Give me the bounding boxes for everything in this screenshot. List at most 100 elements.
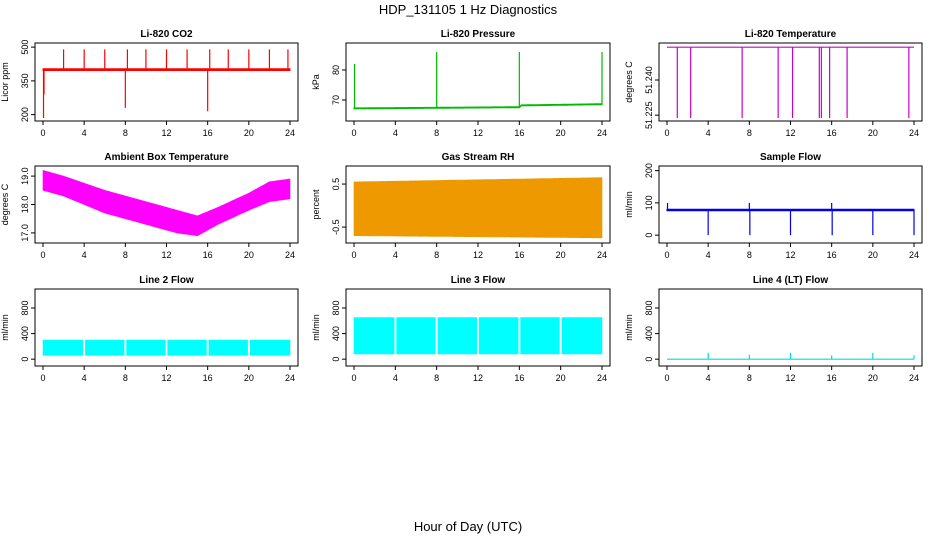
x-tick-label: 24 <box>909 128 919 138</box>
series-group <box>353 52 603 110</box>
x-tick-label: 4 <box>82 250 87 260</box>
series-group <box>667 46 914 118</box>
y-axis-label: kPa <box>311 74 321 90</box>
x-tick-label: 24 <box>285 128 295 138</box>
x-tick-label: 20 <box>868 128 878 138</box>
chart-panel: Li-820 Pressure 0 4 8 12 16 20 24 70 80 kPa <box>311 29 611 138</box>
series-group <box>42 339 291 356</box>
x-tick-label: 24 <box>597 373 607 383</box>
x-tick-label: 24 <box>597 250 607 260</box>
y-tick-label: 400 <box>20 326 30 341</box>
y-tick-label: 0 <box>331 357 341 362</box>
y-tick-label: 350 <box>20 73 30 88</box>
x-tick-label: 12 <box>161 128 171 138</box>
x-tick-label: 0 <box>664 373 669 383</box>
y-tick-label: 0 <box>644 357 654 362</box>
y-axis-label: percent <box>311 189 321 220</box>
x-tick-label: 4 <box>706 250 711 260</box>
y-tick-label: 0.5 <box>331 178 341 191</box>
x-tick-label: 8 <box>747 128 752 138</box>
x-tick-label: 0 <box>664 250 669 260</box>
x-tick-label: 12 <box>785 128 795 138</box>
x-tick-label: 4 <box>706 373 711 383</box>
panel-title: Line 3 Flow <box>451 275 506 286</box>
x-tick-label: 16 <box>203 250 213 260</box>
panel-title: Li-820 Pressure <box>441 29 516 40</box>
series-group <box>667 352 915 360</box>
x-tick-label: 4 <box>393 250 398 260</box>
x-tick-label: 12 <box>785 373 795 383</box>
y-tick-label: 400 <box>644 326 654 341</box>
panel-title: Line 4 (LT) Flow <box>753 275 829 286</box>
x-tick-label: 16 <box>827 373 837 383</box>
x-tick-label: 20 <box>244 128 254 138</box>
x-tick-label: 16 <box>203 128 213 138</box>
series-group <box>42 49 291 118</box>
x-tick-label: 8 <box>747 373 752 383</box>
x-tick-label: 20 <box>556 373 566 383</box>
series-group <box>42 169 291 237</box>
x-tick-label: 16 <box>203 373 213 383</box>
x-tick-label: 16 <box>827 250 837 260</box>
panel-title: Gas Stream RH <box>442 152 515 163</box>
x-tick-label: 16 <box>514 250 524 260</box>
x-tick-label: 20 <box>244 250 254 260</box>
y-tick-label: 51.240 <box>644 66 654 94</box>
chart-panel: Li-820 Temperature 0 4 8 12 16 20 24 51.225 51.24… <box>624 29 923 138</box>
y-axis-label: degrees C <box>624 61 634 103</box>
y-axis-label: ml/min <box>624 191 634 218</box>
y-axis-label: ml/min <box>624 314 634 341</box>
series-band <box>42 339 291 356</box>
x-tick-label: 4 <box>82 128 87 138</box>
x-tick-label: 4 <box>82 373 87 383</box>
y-tick-label: 17.0 <box>20 224 30 242</box>
x-tick-label: 12 <box>473 128 483 138</box>
series-group <box>666 202 915 236</box>
x-tick-label: 8 <box>747 250 752 260</box>
x-axis-title: Hour of Day (UTC) <box>414 519 522 534</box>
x-tick-label: 0 <box>40 250 45 260</box>
x-tick-label: 0 <box>351 128 356 138</box>
y-tick-label: 200 <box>644 163 654 178</box>
panel-title: Li-820 CO2 <box>140 29 193 40</box>
x-tick-label: 12 <box>785 250 795 260</box>
panel-title: Line 2 Flow <box>139 275 194 286</box>
y-tick-label: 500 <box>20 40 30 55</box>
x-tick-label: 8 <box>434 250 439 260</box>
x-tick-label: 20 <box>868 373 878 383</box>
x-tick-label: 0 <box>351 373 356 383</box>
x-tick-label: 4 <box>393 373 398 383</box>
y-tick-label: 200 <box>20 107 30 122</box>
y-axis-label: Licor ppm <box>0 62 10 102</box>
y-tick-label: 0 <box>20 357 30 362</box>
series-group <box>353 177 603 239</box>
panel-title: Sample Flow <box>760 152 821 163</box>
x-tick-label: 12 <box>473 250 483 260</box>
series-group <box>353 317 603 355</box>
y-tick-label: 80 <box>331 65 341 75</box>
x-tick-label: 20 <box>868 250 878 260</box>
plot-frame <box>658 42 923 122</box>
chart-panel: Line 2 Flow 0 4 8 12 16 20 24 0 400 800 ml/min <box>0 275 299 383</box>
y-tick-label: 800 <box>331 300 341 315</box>
y-tick-label: 400 <box>331 326 341 341</box>
chart-panel: Line 4 (LT) Flow 0 4 8 12 16 20 24 0 400 800 ml/min <box>624 275 923 383</box>
series-band <box>353 317 603 355</box>
x-tick-label: 16 <box>827 128 837 138</box>
x-tick-label: 24 <box>285 373 295 383</box>
x-tick-label: 20 <box>556 128 566 138</box>
x-tick-label: 8 <box>123 128 128 138</box>
y-tick-label: 70 <box>331 95 341 105</box>
y-tick-label: 800 <box>644 300 654 315</box>
y-tick-label: 100 <box>644 195 654 210</box>
x-tick-label: 0 <box>40 373 45 383</box>
panel-title: Li-820 Temperature <box>745 29 837 40</box>
y-tick-label: 18.0 <box>20 196 30 214</box>
y-axis-label: ml/min <box>0 314 10 341</box>
chart-panel: Li-820 CO2 0 4 8 12 16 20 24 200 350 500 Licor ppm <box>0 29 299 138</box>
x-tick-label: 8 <box>434 373 439 383</box>
x-tick-label: 24 <box>285 250 295 260</box>
x-tick-label: 4 <box>706 128 711 138</box>
series-line <box>354 103 602 110</box>
